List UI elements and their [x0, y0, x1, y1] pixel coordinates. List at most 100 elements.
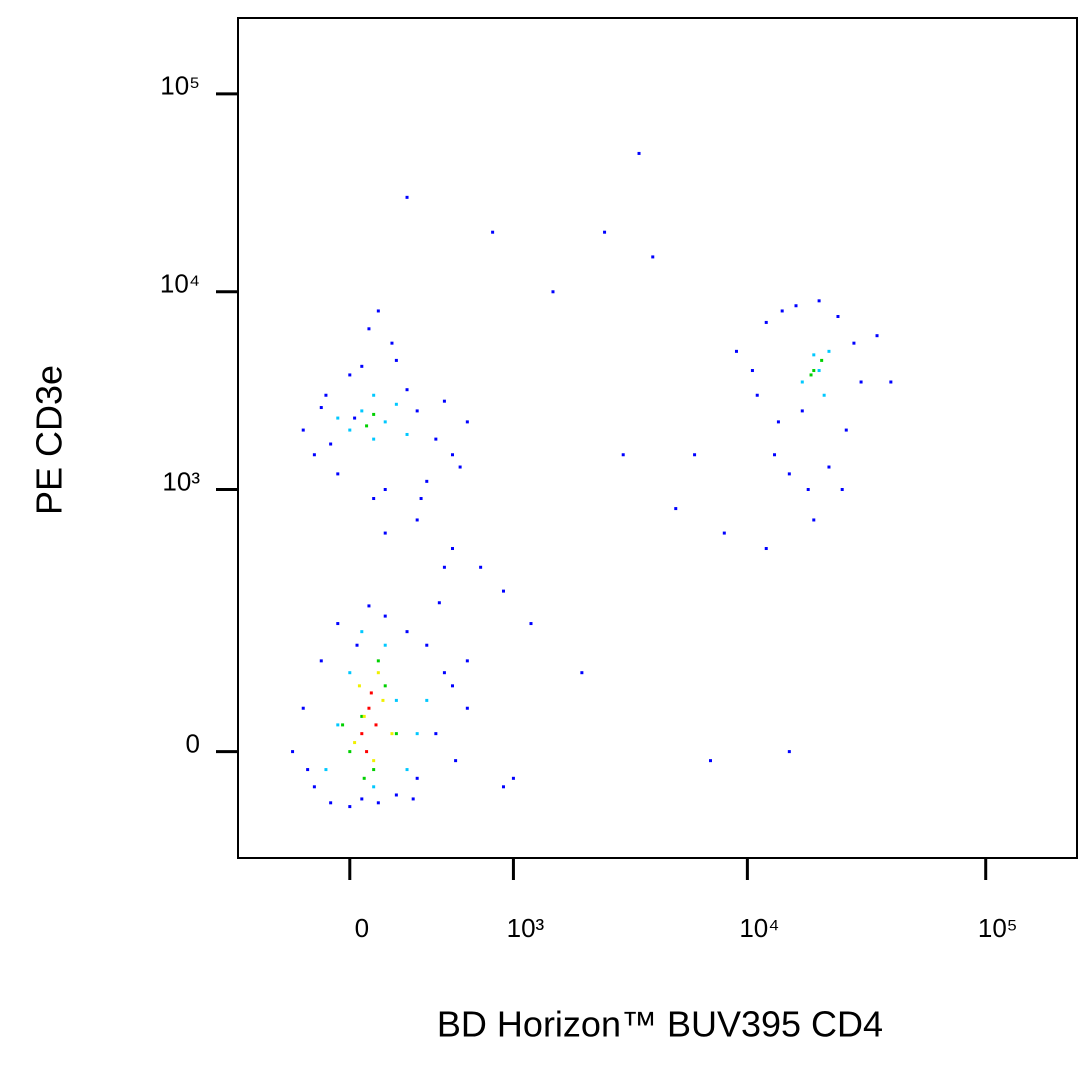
data-point [390, 732, 394, 736]
data-point [360, 797, 364, 801]
data-point [348, 750, 352, 754]
data-point [651, 255, 655, 259]
data-point [372, 768, 376, 772]
data-point [787, 750, 791, 754]
data-point [394, 402, 398, 406]
data-point [817, 369, 821, 373]
data-point [372, 393, 376, 397]
data-point [394, 358, 398, 362]
data-point [301, 428, 305, 432]
data-point [442, 565, 446, 569]
data-point [722, 531, 726, 535]
y-tick-label: 10³ [162, 466, 200, 496]
data-point [372, 412, 376, 416]
data-point [580, 671, 584, 675]
data-point [372, 437, 376, 441]
data-point [336, 723, 340, 727]
data-point [319, 659, 323, 663]
data-point [800, 409, 804, 413]
data-point [434, 437, 438, 441]
data-point [348, 428, 352, 432]
data-point [425, 479, 429, 483]
data-point [374, 723, 378, 727]
data-point [362, 714, 366, 718]
plot-frame [237, 17, 1078, 859]
data-point [411, 797, 415, 801]
data-point [844, 428, 848, 432]
data-point [812, 369, 816, 373]
x-axis-title: BD Horizon™ BUV395 CD4 [437, 1004, 883, 1045]
data-point [369, 691, 373, 695]
data-point [840, 488, 844, 492]
data-point [336, 416, 340, 420]
data-point [750, 369, 754, 373]
data-point [383, 614, 387, 618]
data-point [312, 453, 316, 457]
x-tick-label: 10³ [507, 913, 545, 943]
data-point [501, 785, 505, 789]
data-point [312, 785, 316, 789]
data-point [755, 393, 759, 397]
data-point [787, 472, 791, 476]
data-point [336, 622, 340, 626]
data-point [529, 622, 533, 626]
data-point [812, 518, 816, 522]
data-point [450, 684, 454, 688]
data-point [362, 776, 366, 780]
data-point [693, 453, 697, 457]
x-tick-label: 10⁵ [978, 913, 1018, 943]
data-point [383, 488, 387, 492]
data-point [419, 497, 423, 501]
data-point [306, 768, 310, 772]
data-point [405, 630, 409, 634]
y-axis-title: PE CD3e [29, 365, 70, 515]
data-point [376, 659, 380, 663]
data-point [800, 380, 804, 384]
data-point [458, 465, 462, 469]
data-point [780, 309, 784, 313]
data-point [764, 320, 768, 324]
x-tick-label: 0 [355, 913, 369, 943]
data-point [817, 299, 821, 303]
data-point [367, 706, 371, 710]
data-point [405, 768, 409, 772]
data-point [360, 364, 364, 368]
data-point [708, 759, 712, 763]
data-point [415, 409, 419, 413]
data-point [405, 195, 409, 199]
data-point [348, 671, 352, 675]
data-point [324, 768, 328, 772]
data-point [479, 565, 483, 569]
data-point [383, 420, 387, 424]
data-point [394, 732, 398, 736]
data-point [390, 341, 394, 345]
data-point [319, 406, 323, 410]
data-point [372, 785, 376, 789]
data-point [734, 349, 738, 353]
data-point [360, 409, 364, 413]
data-point [773, 453, 777, 457]
data-point [367, 604, 371, 608]
data-point [450, 547, 454, 551]
data-point [367, 327, 371, 331]
data-point [383, 684, 387, 688]
data-point [875, 334, 879, 338]
data-point [491, 230, 495, 234]
data-point [329, 442, 333, 446]
y-tick-label: 10⁵ [160, 71, 200, 101]
data-point [348, 805, 352, 809]
data-point [355, 643, 359, 647]
data-point [415, 518, 419, 522]
data-point [336, 472, 340, 476]
data-point [348, 373, 352, 377]
data-point [329, 801, 333, 805]
data-point [852, 341, 856, 345]
data-point [291, 750, 295, 754]
data-point [511, 776, 515, 780]
data-point [812, 353, 816, 357]
data-point [383, 643, 387, 647]
data-point [415, 732, 419, 736]
y-tick-label: 0 [186, 728, 200, 758]
data-point [376, 801, 380, 805]
